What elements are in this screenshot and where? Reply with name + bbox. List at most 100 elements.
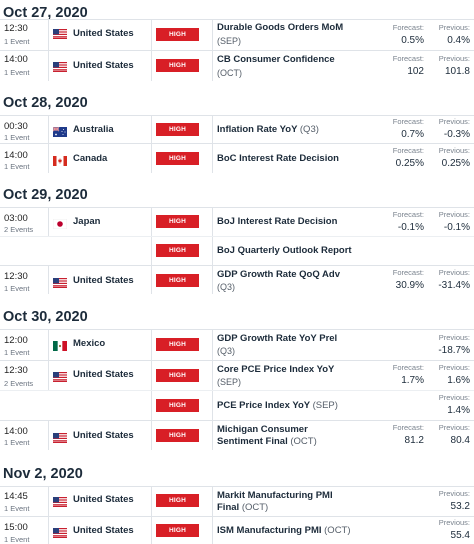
country-name: Mexico [73,338,106,349]
event-period: (OCT) [217,68,242,78]
event-row[interactable]: 12:30 1 Event United States HIGH Durable… [0,19,474,50]
forecast-value: 81.2 [404,435,424,446]
previous-value: 0.4% [447,35,470,46]
event-title[interactable]: Durable Goods Orders MoM [217,22,344,33]
event-row[interactable]: 00:30 1 Event Australia HIGH Inflation R… [0,115,474,143]
impact-badge: HIGH [156,429,199,442]
previous-value: 1.4% [447,405,470,416]
impact-badge: HIGH [156,494,199,507]
event-row[interactable]: 14:00 1 Event Canada HIGH BoC Interest R… [0,143,474,173]
event-time: 12:30 [4,23,28,34]
ca-flag-icon [53,153,67,166]
date-header: Nov 2, 2020 [3,466,83,482]
impact-badge: HIGH [156,152,199,165]
event-count: 1 Event [4,162,30,171]
previous-value: 0.25% [441,158,470,169]
us-flag-icon [53,525,67,538]
impact-badge: HIGH [156,59,199,72]
event-count: 1 Event [4,438,30,447]
forecast-value: 1.7% [401,375,424,386]
event-title[interactable]: BoC Interest Rate Decision [217,153,339,164]
event-title[interactable]: GDP Growth Rate YoY Prel [217,333,338,344]
event-count: 1 Event [4,37,30,46]
date-header: Oct 28, 2020 [3,95,88,111]
event-row[interactable]: 14:00 1 Event United States HIGH CB Cons… [0,50,474,81]
event-row[interactable]: 15:00 1 Event United States HIGH ISM Man… [0,516,474,544]
event-row[interactable]: 12:30 1 Event United States HIGH GDP Gro… [0,265,474,294]
event-period: (SEP) [217,377,242,387]
event-row[interactable]: 03:00 2 Events Japan HIGH BoJ Interest R… [0,207,474,236]
forecast-label: Forecast: [392,363,424,372]
previous-label: Previous: [438,210,470,219]
event-count: 1 Event [4,504,30,513]
previous-label: Previous: [438,333,470,342]
event-row[interactable]: HIGH PCE Price Index YoY (SEP) Previous:… [0,390,474,420]
event-title[interactable]: BoJ Quarterly Outlook Report [217,245,352,256]
jp-flag-icon [52,216,68,230]
event-count: 1 Event [4,68,30,77]
country-name: United States [73,525,134,536]
event-time: 14:00 [4,426,28,437]
event-time: 00:30 [4,121,28,132]
date-header: Oct 29, 2020 [3,187,88,203]
previous-label: Previous: [438,23,470,32]
event-title[interactable]: ISM Manufacturing PMI (OCT) [217,525,351,536]
event-title[interactable]: Core PCE Price Index YoY [217,364,335,375]
forecast-value: 0.25% [395,158,424,169]
event-time: 12:00 [4,335,28,346]
country-name: United States [73,275,134,286]
date-header: Oct 27, 2020 [3,5,88,21]
event-title[interactable]: PCE Price Index YoY (SEP) [217,400,338,411]
event-title[interactable]: GDP Growth Rate QoQ Adv [217,269,340,280]
event-title[interactable]: CB Consumer Confidence [217,54,335,65]
us-flag-icon [53,59,67,72]
previous-label: Previous: [438,268,470,277]
event-title[interactable]: Inflation Rate YoY (Q3) [217,124,319,135]
event-title[interactable]: Michigan Consumer Sentiment Final (OCT) [217,424,317,447]
us-flag-icon [53,26,67,39]
event-count: 2 Events [4,225,34,234]
country-name: United States [73,369,134,380]
event-time: 14:00 [4,54,28,65]
country-name: United States [73,28,134,39]
previous-value: 53.2 [450,501,470,512]
event-row[interactable]: 12:30 2 Events United States HIGH Core P… [0,360,474,390]
event-title[interactable]: Markit Manufacturing PMI Final (OCT) [217,490,333,513]
event-count: 2 Events [4,379,34,388]
event-period: (OCT) [241,502,269,513]
previous-label: Previous: [438,54,470,63]
event-period: (Q3) [217,346,235,356]
forecast-label: Forecast: [392,423,424,432]
forecast-value: 102 [407,66,424,77]
country-name: United States [73,430,134,441]
impact-badge: HIGH [156,244,199,257]
event-period: (OCT) [290,436,317,447]
event-title[interactable]: BoJ Interest Rate Decision [217,216,338,227]
event-period: (Q3) [217,282,235,292]
event-row[interactable]: 12:00 1 Event Mexico HIGH GDP Growth Rat… [0,329,474,360]
event-count: 1 Event [4,535,30,544]
event-time: 03:00 [4,213,28,224]
previous-label: Previous: [438,489,470,498]
forecast-label: Forecast: [392,54,424,63]
impact-badge: HIGH [156,28,199,41]
forecast-value: 30.9% [395,280,424,291]
event-row[interactable]: 14:45 1 Event United States HIGH Markit … [0,486,474,516]
forecast-label: Forecast: [392,146,424,155]
country-name: Japan [73,216,101,227]
forecast-value: -0.1% [397,222,424,233]
event-count: 1 Event [4,133,30,142]
impact-badge: HIGH [156,399,199,412]
event-row[interactable]: HIGH BoJ Quarterly Outlook Report [0,236,474,265]
mx-flag-icon [53,338,67,351]
event-count: 1 Event [4,284,30,293]
previous-label: Previous: [438,117,470,126]
event-period: (OCT) [324,525,351,536]
event-row[interactable]: 14:00 1 Event United States HIGH Michiga… [0,420,474,450]
us-flag-icon [53,369,67,382]
event-time: 14:00 [4,150,28,161]
impact-badge: HIGH [156,274,199,287]
previous-value: -31.4% [438,280,470,291]
forecast-label: Forecast: [392,23,424,32]
impact-badge: HIGH [156,215,199,228]
